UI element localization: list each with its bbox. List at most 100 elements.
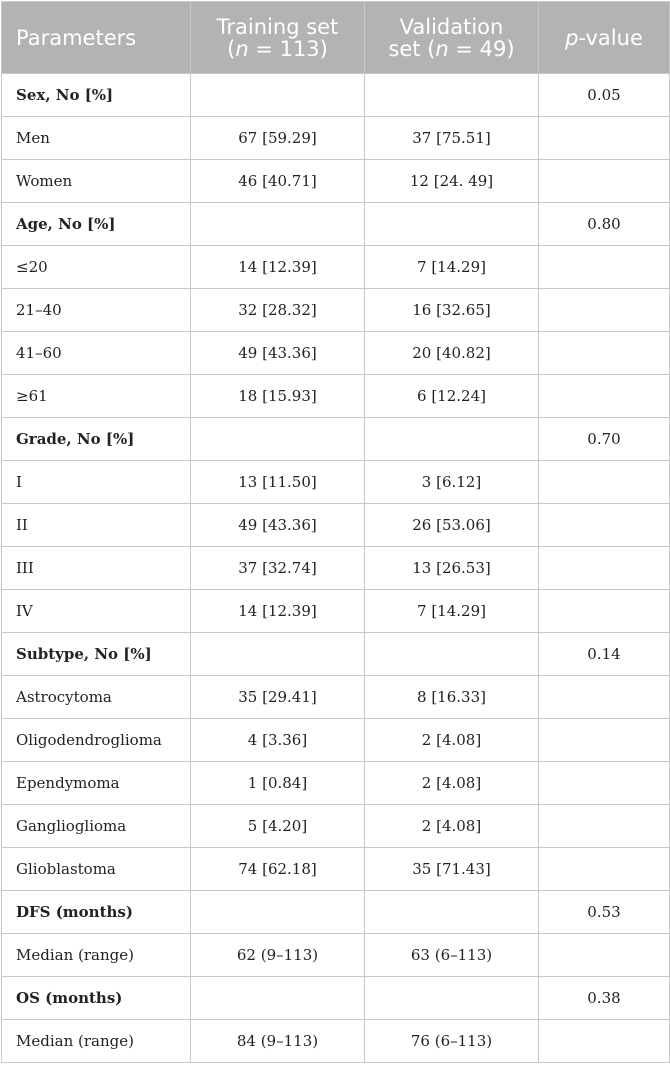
validation-value: 7 [14.29] — [364, 245, 539, 289]
table-row: Median (range) 62 (9–113) 63 (6–113) — [1, 933, 670, 977]
training-value — [190, 417, 365, 461]
table-row: Glioblastoma 74 [62.18] 35 [71.43] — [1, 847, 670, 891]
p-value — [538, 718, 670, 762]
validation-value: 2 [4.08] — [364, 804, 539, 848]
p-value: 0.70 — [538, 417, 670, 461]
header-validation-count: = 49) — [448, 36, 515, 61]
header-validation-line2: set ( — [388, 36, 436, 61]
training-value: 49 [43.36] — [190, 503, 365, 547]
section-row: DFS (months) 0.53 — [1, 890, 670, 934]
table-row: Astrocytoma 35 [29.41] 8 [16.33] — [1, 675, 670, 719]
training-value: 14 [12.39] — [190, 589, 365, 633]
p-value — [538, 761, 670, 805]
validation-value: 13 [26.53] — [364, 546, 539, 590]
validation-value: 26 [53.06] — [364, 503, 539, 547]
row-label: Sex, No [%] — [1, 73, 191, 117]
training-value: 74 [62.18] — [190, 847, 365, 891]
p-value: 0.53 — [538, 890, 670, 934]
row-label: Glioblastoma — [1, 847, 191, 891]
validation-value: 12 [24. 49] — [364, 159, 539, 203]
header-training-n: n — [235, 36, 249, 61]
table-row: Men 67 [59.29] 37 [75.51] — [1, 116, 670, 160]
validation-value: 6 [12.24] — [364, 374, 539, 418]
row-label: Women — [1, 159, 191, 203]
p-value — [538, 503, 670, 547]
row-label: Men — [1, 116, 191, 160]
section-row: Age, No [%] 0.80 — [1, 202, 670, 246]
table-row: Women 46 [40.71] 12 [24. 49] — [1, 159, 670, 203]
training-value: 14 [12.39] — [190, 245, 365, 289]
table-header: Parameters Training set (n = 113) Validat… — [1, 1, 670, 74]
p-value — [538, 116, 670, 160]
p-value: 0.80 — [538, 202, 670, 246]
row-label: Astrocytoma — [1, 675, 191, 719]
table-body: Sex, No [%] 0.05 Men 67 [59.29] 37 [75.51] Wo… — [1, 73, 670, 1063]
row-label: 41–60 — [1, 331, 191, 375]
table-row: III 37 [32.74] 13 [26.53] — [1, 546, 670, 590]
section-row: Subtype, No [%] 0.14 — [1, 632, 670, 676]
training-value — [190, 73, 365, 117]
row-label: III — [1, 546, 191, 590]
p-value — [538, 933, 670, 977]
row-label: ≤20 — [1, 245, 191, 289]
validation-value — [364, 890, 539, 934]
p-value: 0.38 — [538, 976, 670, 1020]
p-value — [538, 546, 670, 590]
validation-value: 37 [75.51] — [364, 116, 539, 160]
training-value: 32 [28.32] — [190, 288, 365, 332]
validation-value: 20 [40.82] — [364, 331, 539, 375]
p-value — [538, 675, 670, 719]
training-value: 84 (9–113) — [190, 1019, 365, 1063]
header-training-count: = 113) — [248, 36, 328, 61]
validation-value: 7 [14.29] — [364, 589, 539, 633]
training-value — [190, 632, 365, 676]
validation-value: 2 [4.08] — [364, 761, 539, 805]
row-label: Oligodendroglioma — [1, 718, 191, 762]
p-value — [538, 460, 670, 504]
row-label: Grade, No [%] — [1, 417, 191, 461]
table-row: 41–60 49 [43.36] 20 [40.82] — [1, 331, 670, 375]
header-row: Parameters Training set (n = 113) Validat… — [1, 1, 670, 74]
p-value — [538, 159, 670, 203]
training-value: 49 [43.36] — [190, 331, 365, 375]
row-label: II — [1, 503, 191, 547]
validation-value: 3 [6.12] — [364, 460, 539, 504]
validation-value — [364, 417, 539, 461]
training-value — [190, 976, 365, 1020]
row-label: I — [1, 460, 191, 504]
table-row: Median (range) 84 (9–113) 76 (6–113) — [1, 1019, 670, 1063]
row-label: IV — [1, 589, 191, 633]
table-row: Ganglioglioma 5 [4.20] 2 [4.08] — [1, 804, 670, 848]
table-row: I 13 [11.50] 3 [6.12] — [1, 460, 670, 504]
validation-value: 2 [4.08] — [364, 718, 539, 762]
header-training-line1: Training set — [216, 14, 339, 39]
validation-value — [364, 73, 539, 117]
training-value: 46 [40.71] — [190, 159, 365, 203]
validation-value: 35 [71.43] — [364, 847, 539, 891]
section-row: OS (months) 0.38 — [1, 976, 670, 1020]
table-row: IV 14 [12.39] 7 [14.29] — [1, 589, 670, 633]
training-value: 62 (9–113) — [190, 933, 365, 977]
training-value: 1 [0.84] — [190, 761, 365, 805]
header-p-rest: -value — [578, 25, 643, 50]
training-value: 4 [3.36] — [190, 718, 365, 762]
validation-value: 63 (6–113) — [364, 933, 539, 977]
row-label: ≥61 — [1, 374, 191, 418]
p-value — [538, 589, 670, 633]
table-row: 21–40 32 [28.32] 16 [32.65] — [1, 288, 670, 332]
validation-value — [364, 202, 539, 246]
validation-value — [364, 976, 539, 1020]
training-value: 35 [29.41] — [190, 675, 365, 719]
section-row: Grade, No [%] 0.70 — [1, 417, 670, 461]
p-value — [538, 847, 670, 891]
training-value: 5 [4.20] — [190, 804, 365, 848]
table-row: Ependymoma 1 [0.84] 2 [4.08] — [1, 761, 670, 805]
header-parameters: Parameters — [1, 1, 191, 74]
p-value: 0.05 — [538, 73, 670, 117]
training-value — [190, 202, 365, 246]
table-row: ≤20 14 [12.39] 7 [14.29] — [1, 245, 670, 289]
row-label: Ependymoma — [1, 761, 191, 805]
p-value — [538, 288, 670, 332]
p-value — [538, 374, 670, 418]
